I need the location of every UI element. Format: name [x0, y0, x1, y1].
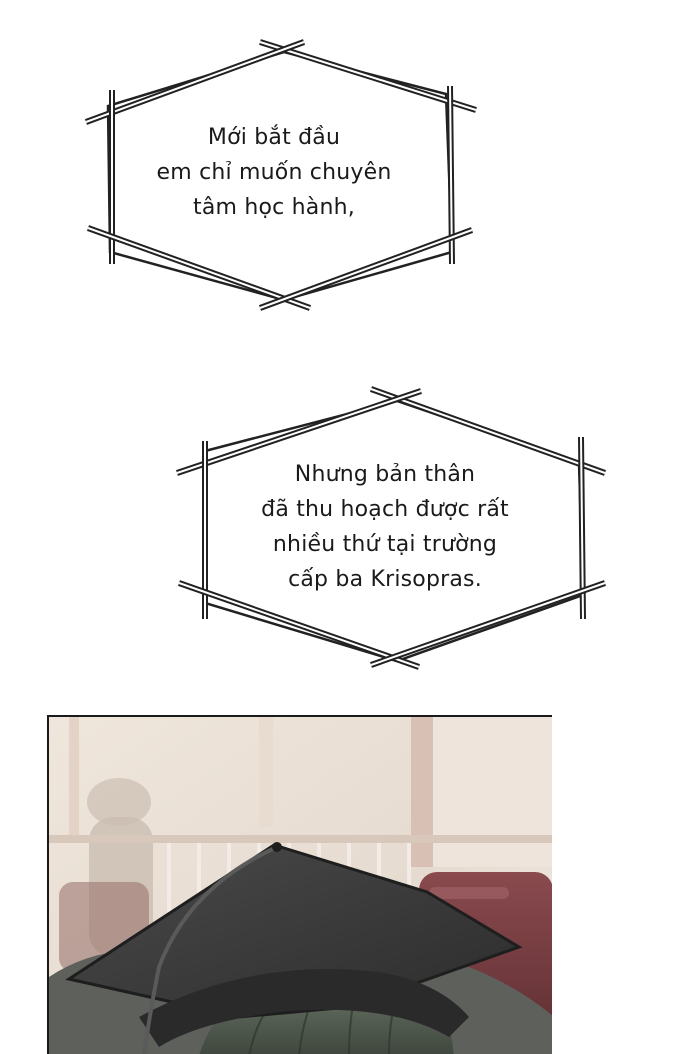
- bubble-2-line-4: cấp ba Krisopras.: [288, 567, 482, 592]
- bubble-1-text: Mới bắt đầu em chỉ muốn chuyên tâm học h…: [84, 120, 464, 225]
- bubble-2-line-3: nhiều thứ tại trường: [272, 532, 498, 557]
- speech-bubble-2: Nhưng bản thân đã thu hoạch được rất nhi…: [175, 385, 610, 675]
- bubble-2-text: Nhưng bản thân đã thu hoạch được rất nhi…: [175, 457, 595, 597]
- speech-bubble-1: Mới bắt đầu em chỉ muốn chuyên tâm học h…: [84, 38, 477, 314]
- bubble-2-frame: [176, 386, 607, 670]
- bubble-1-frame: [84, 39, 477, 311]
- bubble-2-line-2: đã thu hoạch được rất: [261, 497, 509, 522]
- bubble-2-line-1: Nhưng bản thân: [294, 462, 476, 487]
- bubble-1-line-1: Mới bắt đầu: [207, 125, 341, 150]
- bubble-1-line-2: em chỉ muốn chuyên: [156, 160, 392, 185]
- bubble-1-line-3: tâm học hành,: [193, 195, 355, 220]
- comic-panel: [47, 715, 552, 1054]
- panel-illustration: [49, 717, 552, 1054]
